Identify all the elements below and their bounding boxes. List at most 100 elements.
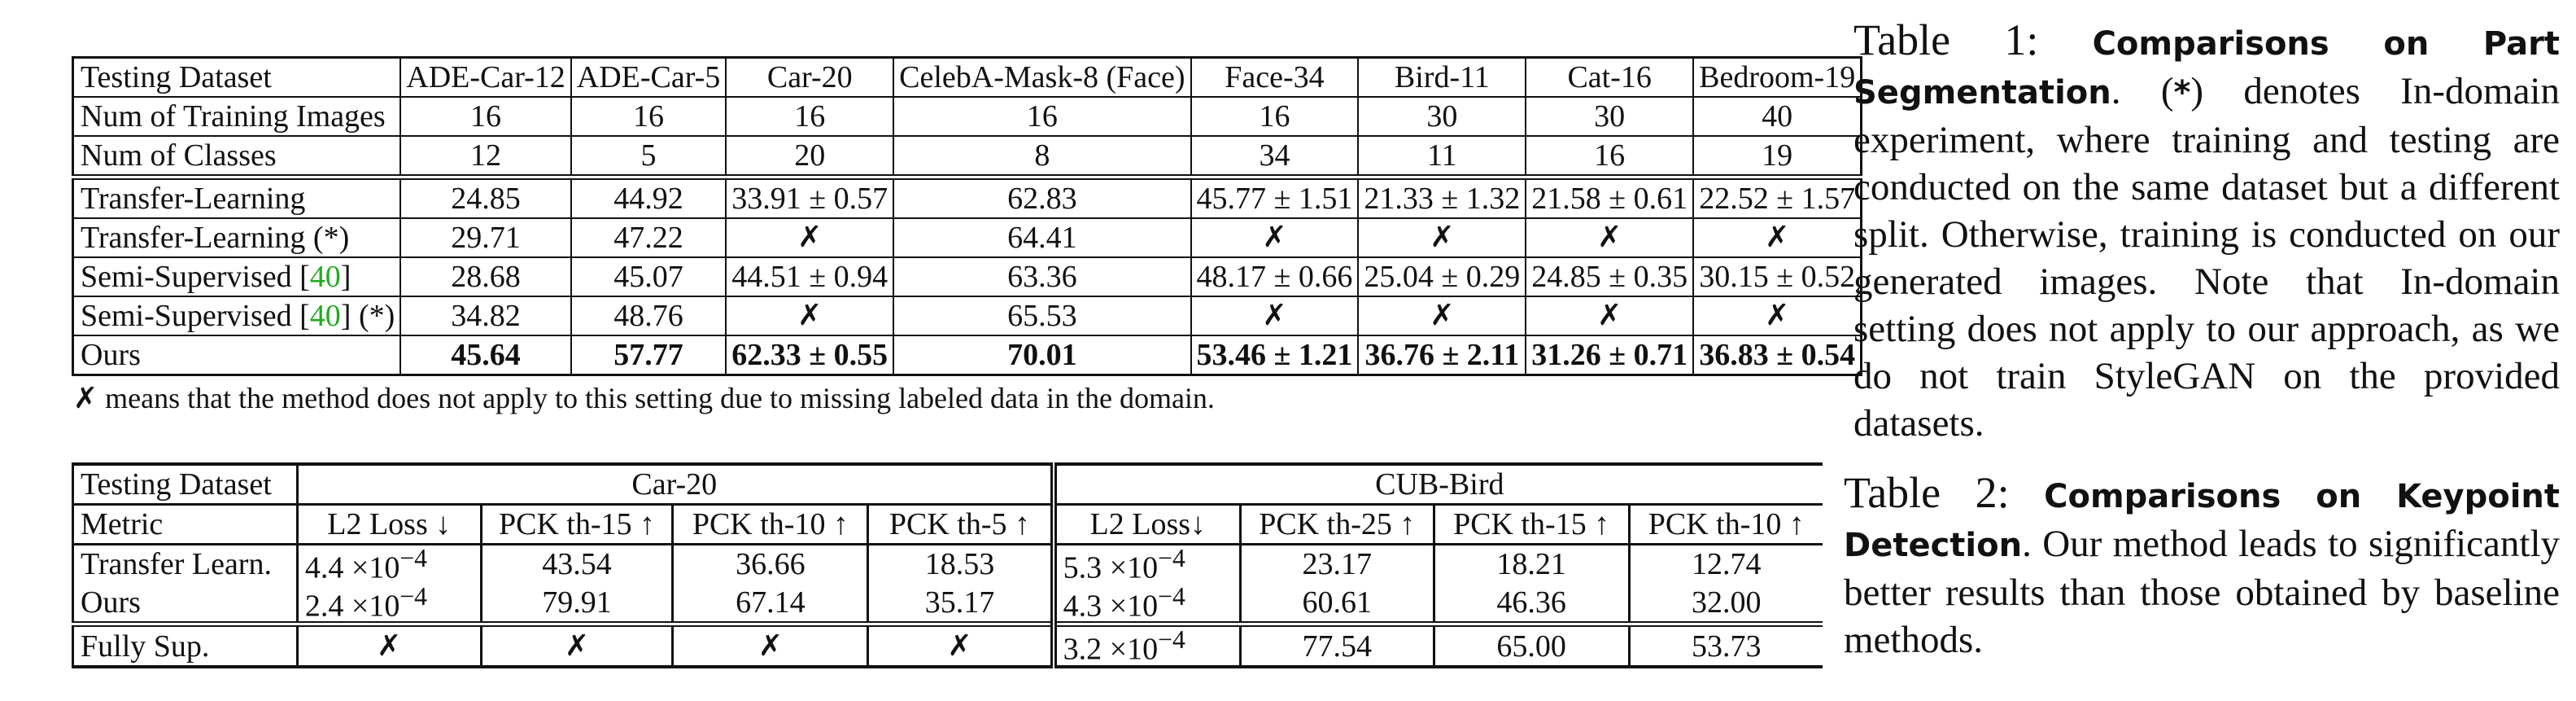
table-cell: 16 <box>893 96 1192 137</box>
row-label: Transfer-Learning <box>72 174 402 219</box>
label-text: Semi-Supervised [ <box>81 299 310 333</box>
caption-label: Table 2: <box>1844 468 2045 517</box>
table-cell: 11 <box>1357 135 1527 178</box>
table-cell: Face-34 <box>1190 56 1360 98</box>
citation-link[interactable]: 40 <box>309 260 341 294</box>
table-cell: 57.77 <box>570 335 727 376</box>
value-exponent: −4 <box>399 544 428 572</box>
table-cell: 48.76 <box>570 296 727 336</box>
table-row: Num of Classes 12 5 20 8 34 11 16 19 <box>72 135 1862 178</box>
table-cell: 16 <box>1525 135 1695 178</box>
table-row: Transfer-Learning 24.85 44.92 33.91 ± 0.… <box>72 174 1862 219</box>
table-cell: Cat-16 <box>1525 56 1695 98</box>
not-applicable-mark: ✗ <box>867 621 1054 667</box>
row-label: Ours <box>81 585 141 620</box>
row-label: Num of Training Images <box>72 96 402 137</box>
table-cell: 40 <box>1692 96 1862 137</box>
value-base: 2.4 ×10 <box>304 589 400 624</box>
table-cell: 19 <box>1692 135 1862 178</box>
table-cell: 53.46 ± 1.21 <box>1190 335 1360 376</box>
metric-header: L2 Loss↓ <box>1050 504 1241 545</box>
table-1-caption: Table 1: Comparisons on Part Segmentatio… <box>1853 16 2560 447</box>
table-cell: 18.21 <box>1432 544 1630 584</box>
table-row: Transfer Learn. 4.4 ×10−4 43.54 36.66 18… <box>73 544 1823 585</box>
not-applicable-mark: ✗ <box>1525 296 1695 336</box>
table-cell: 45.77 ± 1.51 <box>1190 174 1360 219</box>
not-applicable-mark: ✗ <box>1525 217 1695 258</box>
value-exponent: −4 <box>1158 544 1185 572</box>
table-cell: 23.17 <box>1238 544 1434 584</box>
table-cell: 79.91 <box>479 583 673 624</box>
not-applicable-mark: ✗ <box>1190 296 1360 336</box>
not-applicable-mark: ✗ <box>1692 296 1862 336</box>
table-row: Semi-Supervised [40] (*) 34.82 48.76 ✗ 6… <box>72 296 1862 336</box>
table-cell: 35.17 <box>867 583 1054 624</box>
value-base: 4.4 ×10 <box>304 550 400 585</box>
value-exponent: −4 <box>1158 581 1185 611</box>
caption-title: Comparisons on Part Segmentation <box>1853 25 2561 112</box>
table-cell: ADE-Car-12 <box>399 56 572 98</box>
table-cell: 12.74 <box>1627 544 1823 584</box>
table-cell: 16 <box>1190 96 1360 137</box>
metric-header: L2 Loss ↓ <box>295 504 482 545</box>
table-cell: 20 <box>725 135 895 178</box>
table-cell: 30 <box>1357 96 1527 137</box>
table-cell: 44.92 <box>570 174 727 219</box>
metric-header: PCK th-10 ↑ <box>1627 504 1823 545</box>
table-cell: 77.54 <box>1238 621 1434 667</box>
table-cell: 24.85 <box>399 174 572 219</box>
table-cell: 62.33 ± 0.55 <box>725 335 895 376</box>
table-cell: 25.04 ± 0.29 <box>1357 256 1527 297</box>
table-cell: 60.61 <box>1238 583 1434 624</box>
table-cell: 63.36 <box>893 256 1192 297</box>
table-cell: 31.26 ± 0.71 <box>1525 335 1695 376</box>
table-cell: 46.36 <box>1432 583 1630 624</box>
row-label: Num of Classes <box>72 135 402 178</box>
table-cell: 5.3 ×10−4 <box>1050 544 1241 584</box>
not-applicable-mark: ✗ <box>1357 296 1527 336</box>
table-cell: 44.51 ± 0.94 <box>725 256 895 297</box>
table-cell: 65.00 <box>1432 621 1630 667</box>
row-label: Transfer Learn. <box>81 547 272 582</box>
table-footnote: ✗ means that the method does not apply t… <box>73 381 1215 415</box>
table-cell: 36.76 ± 2.11 <box>1357 335 1527 376</box>
table-cell: 22.52 ± 1.57 <box>1692 174 1862 219</box>
table-cell: CelebA-Mask-8 (Face) <box>893 56 1192 98</box>
table-row: Ours 45.64 57.77 62.33 ± 0.55 70.01 53.4… <box>72 335 1862 376</box>
not-applicable-mark: ✗ <box>725 296 895 336</box>
caption-label: Table 1: <box>1853 15 2093 64</box>
group-header-car: Car-20 <box>295 464 1054 506</box>
table-row: Metric L2 Loss ↓ PCK th-15 ↑ PCK th-10 ↑… <box>72 504 1823 545</box>
table-cell: Bedroom-19 <box>1692 56 1862 98</box>
citation-link[interactable]: 40 <box>309 299 341 333</box>
table-row: Fully Sup. ✗ ✗ ✗ ✗ 3.2 ×10−4 77.54 65.00… <box>72 621 1823 667</box>
table-cell: 16 <box>399 96 572 137</box>
label-text: Semi-Supervised [ <box>81 260 310 294</box>
row-label: Testing Dataset <box>72 464 298 506</box>
not-applicable-mark: ✗ <box>1357 217 1527 258</box>
table-cell: 8 <box>893 135 1192 178</box>
table-cell: 30 <box>1525 96 1695 137</box>
table-cell: 2.4 ×10−4 <box>295 583 482 624</box>
group-header-bird: CUB-Bird <box>1050 464 1823 506</box>
value-exponent: −4 <box>1158 625 1185 655</box>
table-cell: 43.54 <box>479 544 673 584</box>
row-label: Ours <box>72 335 402 376</box>
label-text: ] (*) <box>340 299 395 333</box>
table-cell: 48.17 ± 0.66 <box>1190 256 1360 297</box>
metric-header: PCK th-15 ↑ <box>1432 504 1630 545</box>
table-cell: 4.4 ×10−4 <box>295 544 482 585</box>
table-cell: 12 <box>399 135 572 178</box>
cross-mark-icon: ✗ <box>73 382 98 415</box>
table-cell: 34 <box>1190 135 1360 178</box>
table-cell: 3.2 ×10−4 <box>1050 621 1241 667</box>
table-cell: 29.71 <box>399 217 572 258</box>
table-cell: 36.66 <box>671 544 868 584</box>
not-applicable-mark: ✗ <box>671 621 868 667</box>
table-cell: 62.83 <box>893 174 1192 219</box>
table-cell: 32.00 <box>1627 583 1823 624</box>
table-cell: 34.82 <box>399 296 572 336</box>
value-base: 3.2 ×10 <box>1063 632 1159 667</box>
table-cell: 33.91 ± 0.57 <box>725 174 895 219</box>
not-applicable-mark: ✗ <box>295 621 482 667</box>
